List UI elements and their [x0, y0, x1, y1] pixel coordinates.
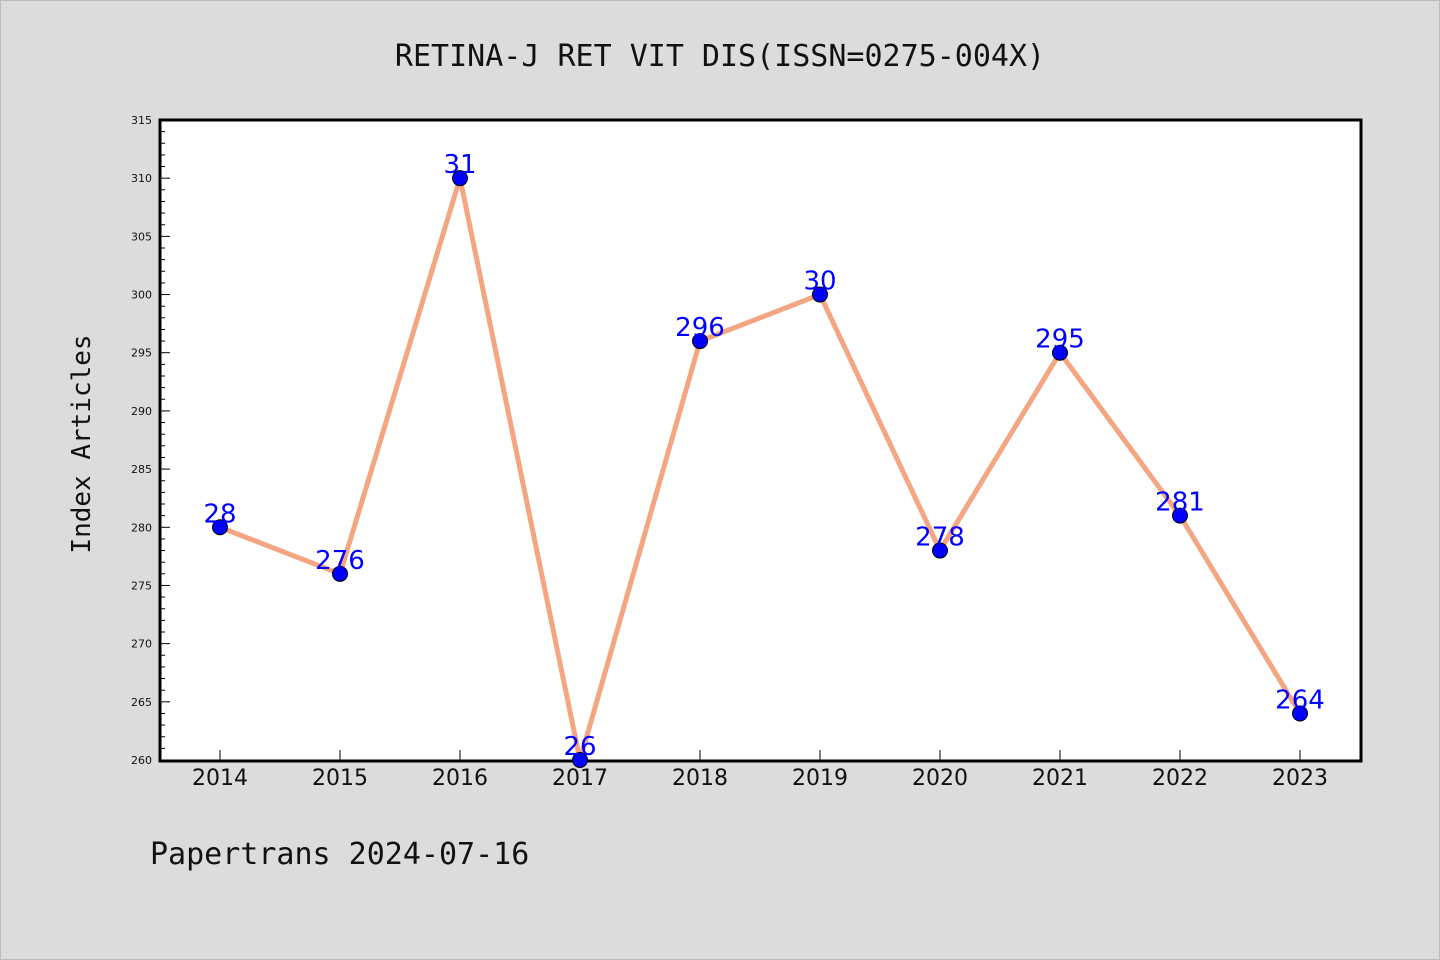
- x-tick-label: 2023: [1272, 766, 1328, 791]
- series-line: [219, 175, 1303, 763]
- y-tick-label: 315: [131, 114, 152, 127]
- y-tick-label: 310: [131, 172, 152, 185]
- data-point: [452, 170, 468, 187]
- y-tick-label: 295: [131, 347, 152, 360]
- data-point: [212, 519, 228, 536]
- data-label: 281: [1155, 488, 1205, 518]
- data-label: 295: [1035, 325, 1085, 355]
- x-tick-label: 2017: [552, 766, 608, 791]
- y-axis: 260 265 270 275 280 285 290 295 300 305 310 315: [131, 114, 170, 767]
- y-tick-label: 305: [131, 230, 152, 243]
- x-tick-label: 2019: [792, 766, 848, 791]
- data-label: 31: [443, 150, 476, 180]
- y-tick-label: 285: [131, 463, 152, 476]
- x-tick-label: 2016: [432, 766, 488, 791]
- y-tick-label: 265: [131, 696, 152, 709]
- x-tick-label: 2022: [1152, 766, 1208, 791]
- data-labels: 28 276 31 26 296 30 278 295 281 264: [203, 150, 1324, 762]
- series-polyline: [219, 175, 1303, 763]
- x-tick-label: 2014: [192, 766, 248, 791]
- x-tick-label: 2020: [912, 766, 968, 791]
- x-tick-label: 2015: [312, 766, 368, 791]
- data-point: [1292, 705, 1308, 722]
- data-label: 264: [1275, 685, 1325, 715]
- data-label: 26: [563, 732, 596, 762]
- y-tick-label: 275: [131, 579, 152, 592]
- footer-credit: Papertrans 2024-07-16: [150, 837, 529, 872]
- data-point: [932, 542, 948, 559]
- plot-area: [158, 118, 1363, 763]
- data-point: [572, 752, 588, 768]
- data-label: 278: [915, 523, 965, 553]
- x-tick-label: 2018: [672, 766, 728, 791]
- y-tick-label: 260: [131, 754, 152, 767]
- data-label: 30: [803, 267, 836, 297]
- data-point: [1172, 507, 1188, 524]
- x-tick-label: 2021: [1032, 766, 1088, 791]
- y-tick-label: 290: [131, 405, 152, 418]
- chart-title: RETINA-J RET VIT DIS(ISSN=0275-004X): [395, 39, 1045, 74]
- data-point: [812, 286, 828, 303]
- y-tick-label: 280: [131, 521, 152, 534]
- data-point: [692, 333, 708, 350]
- y-axis-label: Index Articles: [67, 334, 97, 553]
- data-point: [332, 565, 348, 582]
- y-tick-label: 300: [131, 289, 152, 302]
- x-axis: 2014 2015 2016 2017 2018 2019 2020 2021 2022 2023: [192, 750, 1328, 791]
- y-tick-label: 270: [131, 638, 152, 651]
- data-label: 276: [315, 546, 365, 576]
- data-label: 28: [203, 499, 236, 529]
- series-markers: [212, 170, 1308, 768]
- data-point: [1052, 344, 1068, 361]
- data-label: 296: [675, 313, 725, 343]
